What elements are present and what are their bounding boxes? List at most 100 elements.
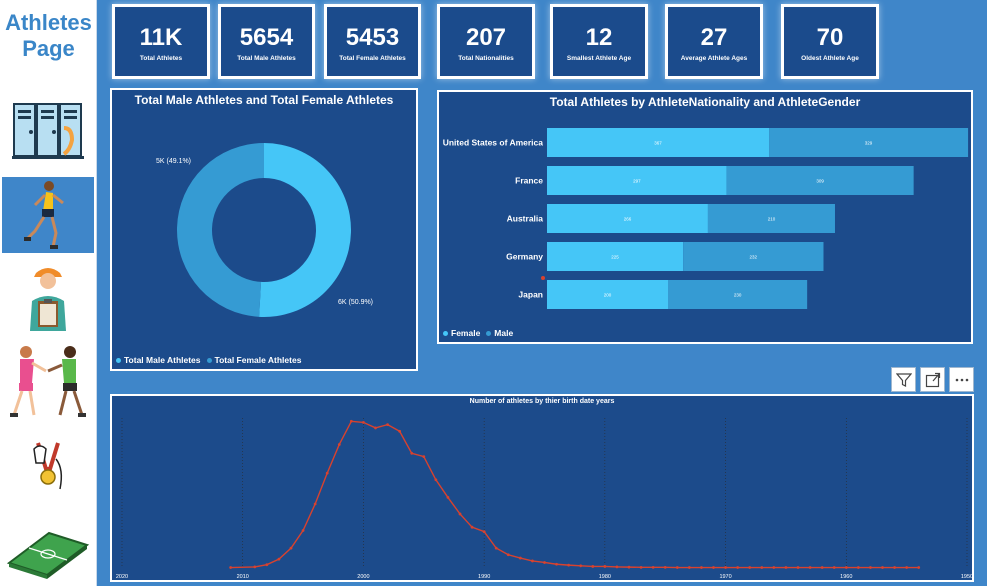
line-point[interactable] — [748, 566, 752, 569]
line-point[interactable] — [422, 455, 426, 459]
bar-male[interactable] — [769, 128, 969, 157]
line-point[interactable] — [905, 566, 909, 569]
line-chart-panel[interactable]: Number of athletes by thier birth date y… — [110, 394, 974, 582]
focus-mode-icon — [925, 372, 940, 387]
line-point[interactable] — [325, 471, 329, 475]
line-point[interactable] — [434, 478, 438, 482]
line-point[interactable] — [265, 563, 269, 567]
legend-item-female[interactable]: Female — [443, 328, 480, 338]
line-point[interactable] — [772, 566, 776, 569]
bar-female[interactable] — [547, 204, 708, 233]
line-point[interactable] — [482, 530, 486, 534]
nav-item-coach[interactable] — [2, 262, 94, 334]
line-point[interactable] — [591, 565, 595, 568]
line-point[interactable] — [446, 496, 450, 499]
line-point[interactable] — [832, 566, 836, 569]
line-point[interactable] — [543, 561, 546, 564]
legend-item-male[interactable]: Total Male Athletes — [116, 355, 201, 365]
bar-female[interactable] — [547, 280, 668, 309]
x-tick-label: 1960 — [840, 574, 852, 580]
legend-item-female[interactable]: Total Female Athletes — [206, 355, 301, 365]
kpi-label: Total Male Athletes — [237, 55, 296, 62]
focus-mode-button[interactable] — [920, 367, 945, 392]
kpi-smallest-athlete-age: 12 Smallest Athlete Age — [550, 4, 648, 79]
line-point[interactable] — [796, 566, 800, 569]
line-point[interactable] — [289, 546, 293, 550]
line-point[interactable] — [398, 429, 402, 433]
nav-item-runner[interactable] — [2, 177, 94, 253]
line-point[interactable] — [820, 566, 824, 569]
line-point[interactable] — [555, 562, 558, 566]
bar-category-label: France — [515, 176, 543, 186]
bar-female[interactable] — [547, 128, 770, 157]
line-point[interactable] — [627, 565, 631, 569]
bar-value-label: 200 — [604, 293, 612, 298]
sidebar: Athletes Page — [0, 0, 97, 586]
line-point[interactable] — [337, 443, 341, 446]
line-point[interactable] — [301, 529, 305, 532]
nav-item-teammates[interactable] — [2, 342, 94, 422]
line-point[interactable] — [856, 566, 860, 569]
line-point[interactable] — [760, 566, 764, 569]
bar-male[interactable] — [683, 242, 824, 271]
line-point[interactable] — [506, 553, 510, 557]
nav-item-medal[interactable] — [2, 438, 94, 494]
line-point[interactable] — [470, 525, 474, 529]
donut-chart-title: Total Male Athletes and Total Female Ath… — [134, 93, 394, 107]
donut-slice-female[interactable] — [177, 143, 264, 317]
line-point[interactable] — [663, 565, 667, 569]
line-point[interactable] — [603, 565, 607, 568]
bar-category-label: Japan — [518, 290, 543, 300]
line-point[interactable] — [494, 546, 498, 550]
line-point[interactable] — [651, 565, 655, 569]
line-point[interactable] — [458, 512, 462, 516]
line-point[interactable] — [687, 566, 691, 569]
nav-item-football-field[interactable] — [2, 520, 94, 584]
line-point[interactable] — [917, 566, 921, 569]
line-point[interactable] — [374, 426, 377, 430]
line-point[interactable] — [893, 566, 896, 569]
line-point[interactable] — [784, 566, 788, 569]
donut-slice-male[interactable] — [259, 143, 352, 317]
line-point[interactable] — [869, 566, 872, 569]
bar-female[interactable] — [547, 166, 727, 195]
line-point[interactable] — [277, 557, 281, 561]
line-point[interactable] — [386, 423, 389, 427]
donut-chart-panel[interactable]: Total Male Athletes and Total Female Ath… — [110, 88, 418, 371]
line-point[interactable] — [518, 556, 522, 560]
line-point[interactable] — [349, 419, 353, 423]
more-options-button[interactable] — [949, 367, 974, 392]
line-point[interactable] — [313, 502, 317, 506]
line-point[interactable] — [881, 566, 884, 569]
kpi-total-athletes: 11K Total Athletes — [112, 4, 210, 79]
legend-item-male[interactable]: Male — [486, 328, 513, 338]
bar-female[interactable] — [547, 242, 684, 271]
line-point[interactable] — [531, 559, 534, 563]
line-point[interactable] — [579, 564, 583, 568]
bar-male[interactable] — [726, 166, 914, 195]
line-point[interactable] — [724, 566, 727, 569]
bar-male[interactable] — [707, 204, 835, 233]
line-series[interactable] — [230, 420, 919, 569]
page-title-line1: Athletes — [5, 10, 92, 35]
bar-male[interactable] — [668, 280, 808, 309]
line-point[interactable] — [808, 566, 812, 569]
line-point[interactable] — [567, 563, 571, 567]
line-point[interactable] — [700, 566, 703, 569]
line-point[interactable] — [675, 566, 679, 569]
bar-value-label: 329 — [865, 141, 873, 146]
donut-label-female: 5K (49.1%) — [156, 158, 191, 165]
line-point[interactable] — [736, 566, 740, 569]
bar-chart-panel[interactable]: Total Athletes by AthleteNationality and… — [437, 90, 973, 344]
bar-value-label: 367 — [654, 141, 662, 146]
line-point[interactable] — [362, 421, 365, 424]
line-point[interactable] — [615, 565, 619, 569]
line-point[interactable] — [844, 566, 848, 569]
line-point[interactable] — [639, 565, 643, 569]
nav-item-lockers[interactable] — [2, 98, 94, 162]
line-point[interactable] — [229, 566, 233, 569]
filter-button[interactable] — [891, 367, 916, 392]
line-point[interactable] — [253, 565, 257, 569]
line-point[interactable] — [410, 451, 414, 455]
line-point[interactable] — [712, 566, 715, 569]
